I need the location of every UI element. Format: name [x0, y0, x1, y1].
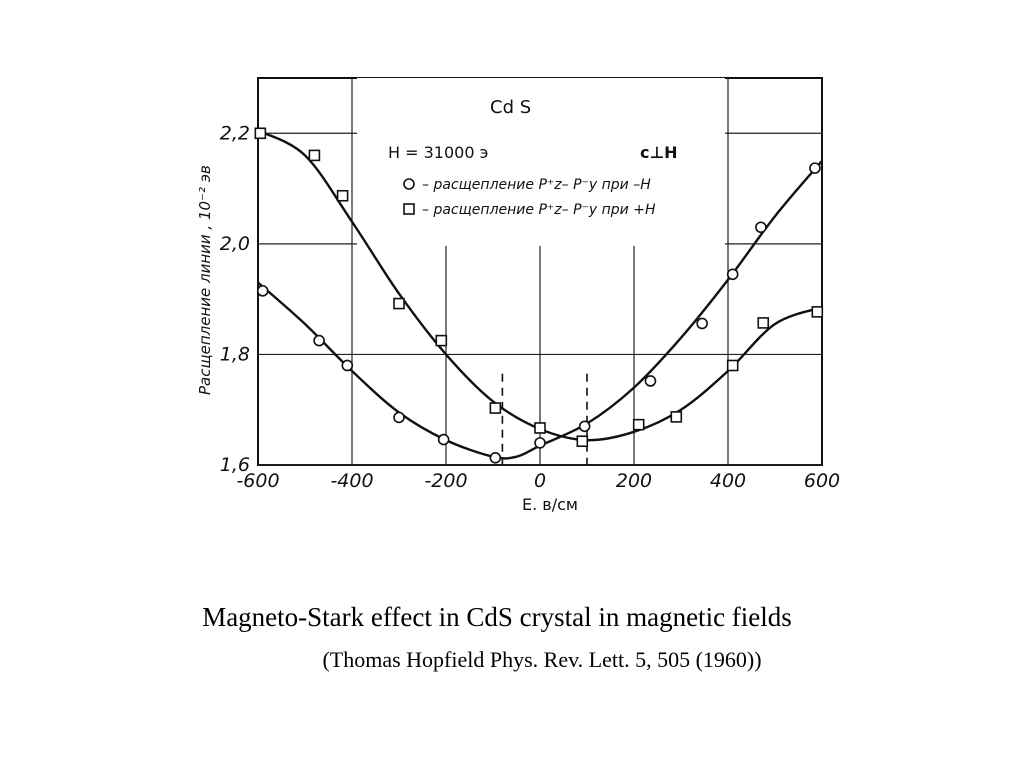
y-axis-label: Расщепление линии , 10⁻² эв [196, 165, 214, 395]
data-point-minus-h [726, 268, 739, 281]
legend-entry-circle: – расщепление P⁺z– P⁻y при –H [422, 177, 651, 193]
series-curve-minus-h [257, 160, 823, 460]
x-tick-label: 0 [534, 470, 546, 492]
chart-title: Cd S [490, 97, 531, 118]
legend-orientation: c⊥H [640, 143, 678, 162]
legend-square-icon [403, 203, 415, 215]
chart: Cd S H = 31000 э c⊥H – расщепление P⁺z– … [196, 77, 840, 514]
data-point-minus-h [256, 285, 269, 297]
data-point-plus-h [576, 435, 589, 448]
data-point-minus-h [534, 437, 546, 449]
caption-reference: (Thomas Hopfield Phys. Rev. Lett. 5, 505… [322, 647, 762, 672]
data-point-minus-h [809, 162, 821, 174]
y-tick-label: 1,8 [220, 343, 250, 365]
data-point-plus-h [254, 127, 267, 140]
data-point-minus-h [696, 317, 708, 330]
data-point-minus-h [644, 375, 657, 387]
y-tick-label: 1,6 [220, 454, 250, 476]
x-tick-label: -600 [236, 470, 279, 492]
data-point-minus-h [755, 221, 767, 234]
data-point-minus-h [393, 411, 405, 424]
x-tick-label: -400 [330, 470, 373, 492]
legend-entry-square: – расщепление P⁺z– P⁻y при +H [422, 202, 656, 218]
x-tick-label: 200 [616, 470, 652, 492]
x-tick-label: -200 [424, 470, 467, 492]
y-tick-label: 2,0 [220, 233, 250, 255]
legend-field: H = 31000 э [388, 143, 488, 162]
data-point-plus-h [336, 189, 349, 202]
data-point-plus-h [393, 297, 405, 310]
data-point-minus-h [578, 420, 591, 433]
data-point-plus-h [489, 402, 502, 414]
data-point-plus-h [435, 334, 448, 347]
data-point-minus-h [437, 433, 450, 446]
legend-circle-icon [403, 178, 415, 190]
tick-layer: -600 -400 -200 0 200 400 600 1,6 1,8 2,0 2,2 [220, 122, 840, 492]
data-point-plus-h [632, 418, 645, 431]
data-point-plus-h [757, 317, 770, 329]
data-point-minus-h [313, 334, 325, 347]
plot-layer [254, 127, 824, 465]
legend: Cd S H = 31000 э c⊥H – расщепление P⁺z– … [357, 78, 725, 246]
data-point-plus-h [670, 411, 683, 423]
legend-box [357, 78, 725, 246]
x-axis-label: E. в/см [522, 495, 578, 514]
x-tick-label: 400 [710, 470, 746, 492]
data-point-minus-h [341, 359, 354, 372]
data-point-plus-h [534, 422, 546, 434]
data-point-plus-h [308, 149, 321, 162]
data-point-plus-h [726, 359, 739, 372]
data-point-plus-h [811, 306, 824, 318]
caption-title: Magneto-Stark effect in CdS crystal in m… [202, 602, 792, 632]
data-point-minus-h [489, 452, 502, 464]
x-tick-label: 600 [804, 470, 840, 492]
y-tick-label: 2,2 [220, 122, 250, 144]
